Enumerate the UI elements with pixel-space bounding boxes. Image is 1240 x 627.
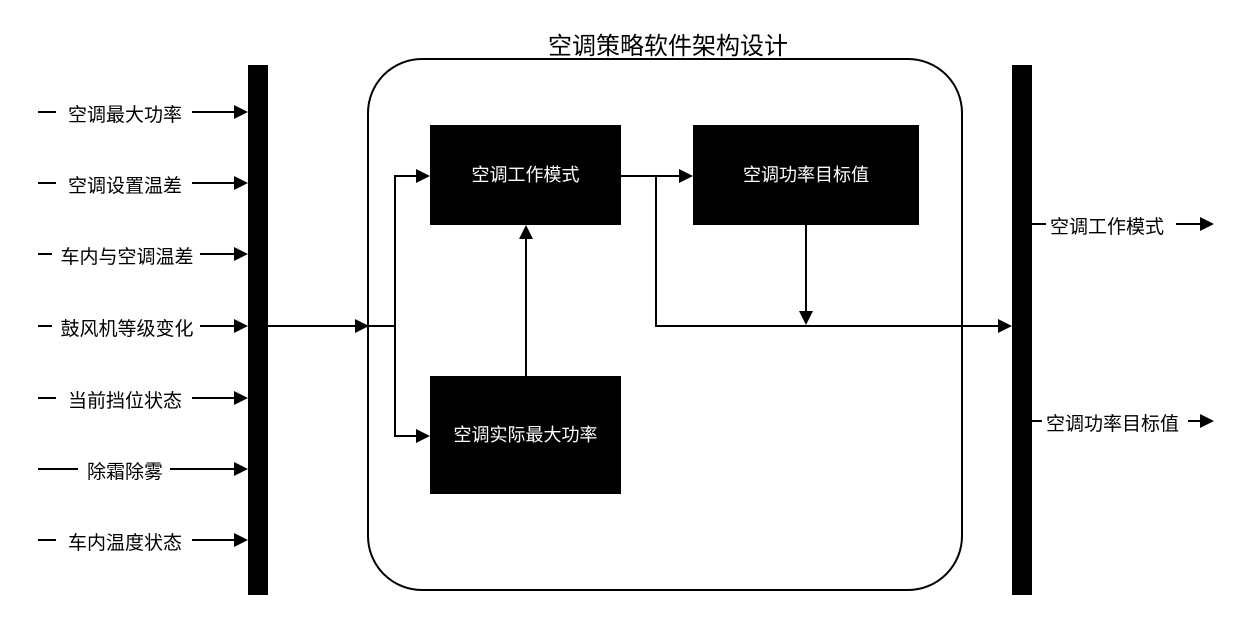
in-arrow bbox=[38, 111, 56, 113]
arrowhead-icon bbox=[799, 311, 813, 325]
arrowhead-icon bbox=[234, 247, 248, 261]
arrowhead-icon bbox=[234, 533, 248, 547]
arrowhead-icon bbox=[234, 391, 248, 405]
pmax-to-mode-v bbox=[525, 239, 527, 376]
arrowhead-icon bbox=[679, 169, 693, 183]
input-label: 空调设置温差 bbox=[60, 171, 190, 198]
split-to-pmax bbox=[394, 435, 418, 437]
in-arrow bbox=[192, 182, 236, 184]
split-to-mode bbox=[394, 175, 418, 177]
in-arrow bbox=[170, 468, 236, 470]
in-arrow bbox=[192, 397, 236, 399]
in-arrow bbox=[38, 325, 52, 327]
out-arrow bbox=[1176, 223, 1202, 225]
in-arrow bbox=[38, 182, 56, 184]
input-label: 当前挡位状态 bbox=[60, 386, 190, 413]
arrowhead-icon bbox=[998, 319, 1012, 333]
mode-to-power bbox=[621, 175, 681, 177]
input-bus bbox=[248, 65, 268, 595]
module-pmax-label: 空调实际最大功率 bbox=[454, 424, 598, 447]
arrowhead-icon bbox=[1200, 414, 1214, 428]
output-label: 空调工作模式 bbox=[1050, 212, 1164, 239]
in-arrow bbox=[38, 397, 56, 399]
module-mode: 空调工作模式 bbox=[430, 125, 621, 225]
power-tap-v bbox=[805, 225, 807, 313]
in-arrow bbox=[192, 111, 236, 113]
diagram-canvas: 空调策略软件架构设计 空调最大功率 空调设置温差 车内与空调温差 鼓风机等级变化… bbox=[0, 0, 1240, 627]
in-arrow bbox=[200, 325, 236, 327]
diagram-title: 空调策略软件架构设计 bbox=[548, 26, 788, 61]
mid-branch-h bbox=[655, 325, 1000, 327]
arrowhead-icon bbox=[234, 105, 248, 119]
bus-to-container-arrow bbox=[268, 325, 394, 327]
input-label: 鼓风机等级变化 bbox=[54, 314, 200, 341]
split-vline bbox=[394, 175, 396, 435]
module-power-label: 空调功率目标值 bbox=[743, 164, 869, 187]
arrowhead-icon bbox=[234, 176, 248, 190]
input-label: 车内与空调温差 bbox=[54, 242, 200, 269]
out-arrow bbox=[1032, 223, 1046, 225]
module-pmax: 空调实际最大功率 bbox=[430, 376, 621, 494]
out-arrow bbox=[1032, 420, 1042, 422]
input-label: 空调最大功率 bbox=[60, 100, 190, 127]
in-arrow bbox=[38, 539, 56, 541]
module-mode-label: 空调工作模式 bbox=[472, 164, 580, 187]
input-label: 除霜除雾 bbox=[82, 457, 168, 484]
in-arrow bbox=[200, 253, 236, 255]
output-label: 空调功率目标值 bbox=[1046, 409, 1179, 436]
arrowhead-icon bbox=[416, 169, 430, 183]
in-arrow bbox=[192, 539, 236, 541]
arrowhead-icon bbox=[1200, 217, 1214, 231]
arrowhead-icon bbox=[355, 319, 369, 333]
module-power: 空调功率目标值 bbox=[693, 125, 919, 225]
input-label: 车内温度状态 bbox=[60, 528, 190, 555]
arrowhead-icon bbox=[416, 429, 430, 443]
in-arrow bbox=[38, 468, 78, 470]
arrowhead-icon bbox=[519, 225, 533, 239]
output-bus bbox=[1012, 65, 1032, 595]
in-arrow bbox=[38, 253, 52, 255]
arrowhead-icon bbox=[234, 462, 248, 476]
arrowhead-icon bbox=[234, 319, 248, 333]
mid-branch-v bbox=[655, 175, 657, 325]
